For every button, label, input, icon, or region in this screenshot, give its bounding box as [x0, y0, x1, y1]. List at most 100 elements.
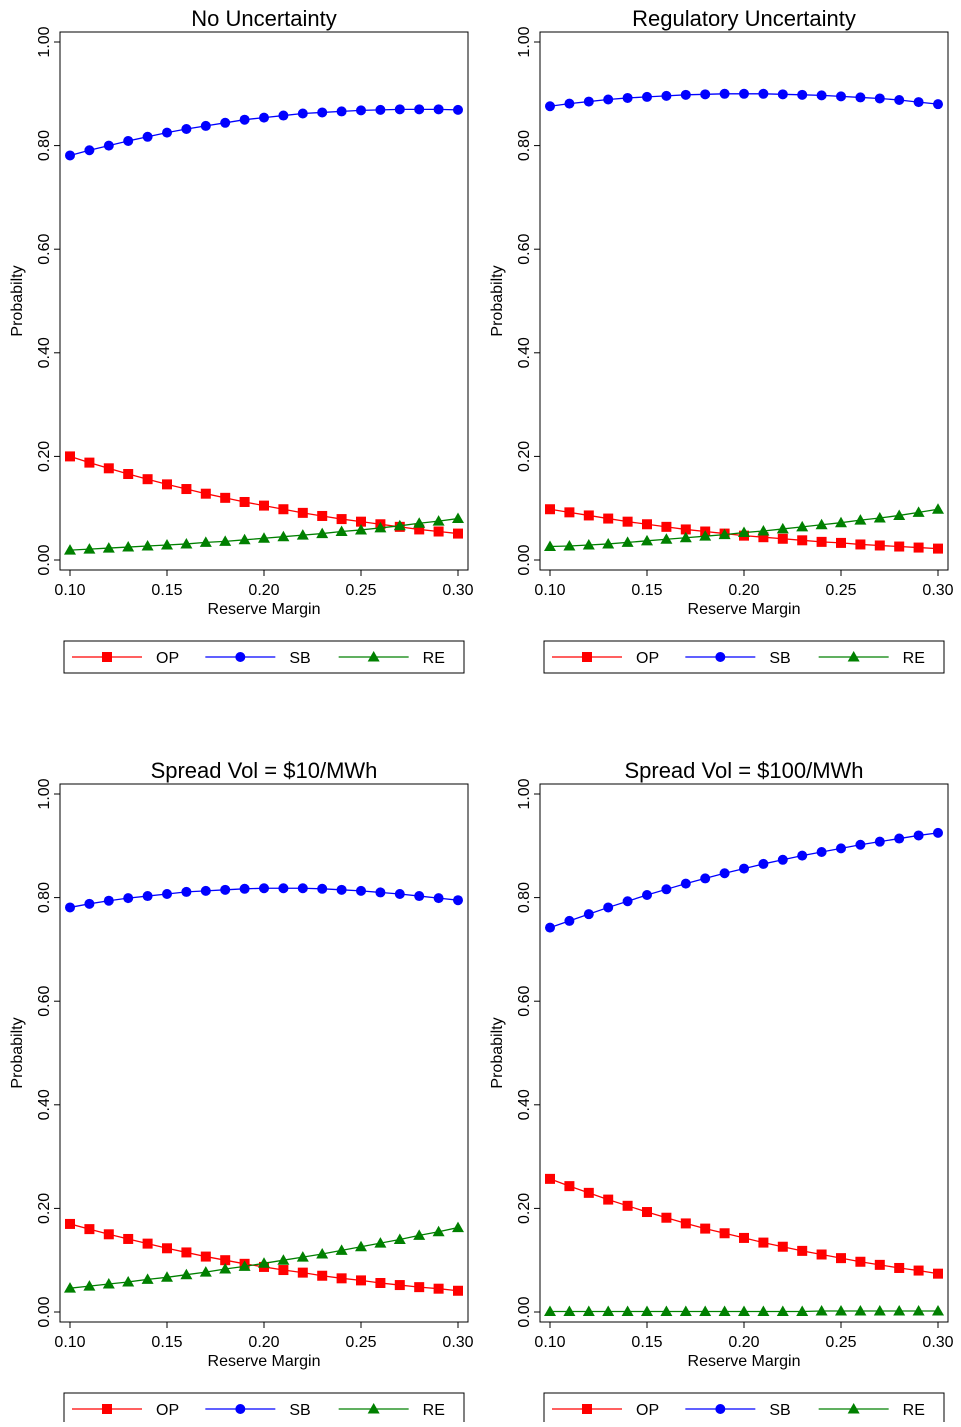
- data-point-op: [855, 1256, 866, 1267]
- data-point-sb: [816, 847, 827, 858]
- data-point-op: [317, 1270, 328, 1281]
- data-point-op: [836, 1253, 846, 1264]
- data-point-sb: [836, 843, 846, 854]
- data-point-sb: [142, 131, 153, 142]
- data-point-sb: [894, 95, 905, 106]
- data-point-sb: [123, 135, 134, 146]
- series-re: [544, 1304, 944, 1316]
- data-point-re: [316, 527, 329, 539]
- legend-marker-sb: [235, 1404, 246, 1414]
- data-point-sb: [603, 902, 614, 913]
- legend-item-sb: SB: [205, 650, 311, 667]
- data-point-op: [433, 526, 444, 537]
- data-point-op: [84, 1224, 95, 1235]
- data-point-op: [356, 1275, 366, 1286]
- series-line-op: [549, 1178, 939, 1275]
- data-point-re: [679, 1305, 692, 1316]
- data-point-sb: [564, 98, 575, 109]
- data-point-op: [375, 1277, 386, 1288]
- x-tick-label: 0.10: [534, 582, 565, 599]
- data-point-re: [641, 1305, 653, 1316]
- chart-panel-1: No Uncertainty 0.00 0.20 0.40 0.60 0.80 1.00 0.…: [9, 6, 474, 674]
- data-point-op: [719, 1228, 730, 1239]
- data-point-re: [835, 516, 847, 528]
- x-tick-label: 0.30: [442, 1334, 473, 1351]
- y-tick-label: 0.20: [36, 1193, 53, 1224]
- legend-marker-op: [582, 1404, 592, 1414]
- chart-panel-2: Regulatory Uncertainty 0.00 0.20 0.40 0.60 0.…: [489, 6, 954, 674]
- legend-marker-op: [102, 652, 112, 662]
- data-point-op: [297, 1267, 308, 1278]
- y-tick-label: 0.60: [36, 986, 53, 1017]
- data-point-re: [432, 515, 445, 526]
- data-point-op: [414, 524, 425, 535]
- data-point-re: [296, 529, 309, 540]
- legend-item-re: RE: [338, 650, 445, 667]
- data-point-sb: [603, 94, 614, 105]
- data-point-op: [181, 484, 192, 495]
- series-re: [64, 1221, 464, 1293]
- data-point-sb: [162, 127, 172, 138]
- data-point-sb: [259, 112, 269, 123]
- data-point-re: [219, 1263, 232, 1274]
- y-tick-label: 0.80: [516, 882, 533, 913]
- data-point-re: [932, 503, 944, 514]
- data-point-op: [84, 457, 95, 468]
- series-re: [64, 512, 464, 555]
- x-tick-label: 0.25: [345, 1334, 376, 1351]
- legend-label: RE: [903, 650, 925, 667]
- data-point-re: [199, 1266, 212, 1277]
- data-point-re: [718, 528, 731, 540]
- data-point-sb: [739, 88, 749, 99]
- data-point-re: [796, 1305, 809, 1316]
- legend: OP SB RE: [63, 640, 465, 674]
- data-point-re: [335, 525, 348, 537]
- data-point-sb: [777, 854, 788, 865]
- data-point-op: [278, 504, 289, 515]
- data-point-re: [718, 1305, 731, 1316]
- legend-item-re: RE: [818, 650, 925, 667]
- x-tick-label: 0.20: [248, 582, 279, 599]
- data-point-op: [564, 507, 575, 518]
- y-tick-label: 0.80: [36, 882, 53, 913]
- data-point-re: [355, 1240, 367, 1252]
- data-point-re: [641, 534, 653, 546]
- data-point-re: [738, 1305, 750, 1316]
- x-tick-label: 0.30: [922, 1334, 953, 1351]
- legend-marker-sb: [715, 1404, 726, 1414]
- data-point-re: [660, 1305, 673, 1316]
- data-point-re: [679, 531, 692, 543]
- legend-label: SB: [769, 1402, 790, 1419]
- y-tick-label: 0.20: [516, 1193, 533, 1224]
- legend: OP SB RE: [543, 1392, 945, 1426]
- legend-label: SB: [289, 650, 310, 667]
- data-point-re: [854, 1304, 867, 1316]
- y-tick-label: 0.00: [36, 1296, 53, 1327]
- data-point-op: [797, 535, 808, 546]
- data-point-re: [335, 1244, 348, 1255]
- data-point-op: [933, 543, 943, 554]
- data-point-sb: [933, 827, 943, 838]
- data-point-sb: [433, 104, 444, 115]
- y-tick-label: 0.00: [36, 544, 53, 575]
- data-point-re: [912, 506, 925, 517]
- data-point-op: [259, 500, 269, 511]
- legend-frame: [63, 1392, 465, 1426]
- data-point-op: [220, 1255, 231, 1266]
- legend-item-op: OP: [552, 1402, 659, 1419]
- data-point-sb: [836, 91, 846, 102]
- data-point-sb: [356, 105, 366, 116]
- data-point-sb: [719, 88, 730, 99]
- data-point-op: [816, 1249, 827, 1260]
- x-tick-label: 0.10: [534, 1334, 565, 1351]
- legend-item-re: RE: [338, 1402, 445, 1419]
- y-tick-label: 0.60: [516, 986, 533, 1017]
- data-point-sb: [680, 878, 691, 889]
- series-re: [544, 503, 944, 552]
- data-point-op: [622, 1200, 633, 1211]
- y-tick-label: 0.40: [516, 1089, 533, 1120]
- data-point-sb: [220, 884, 231, 895]
- x-tick-label: 0.25: [345, 582, 376, 599]
- legend-label: OP: [156, 650, 179, 667]
- data-point-sb: [700, 873, 711, 884]
